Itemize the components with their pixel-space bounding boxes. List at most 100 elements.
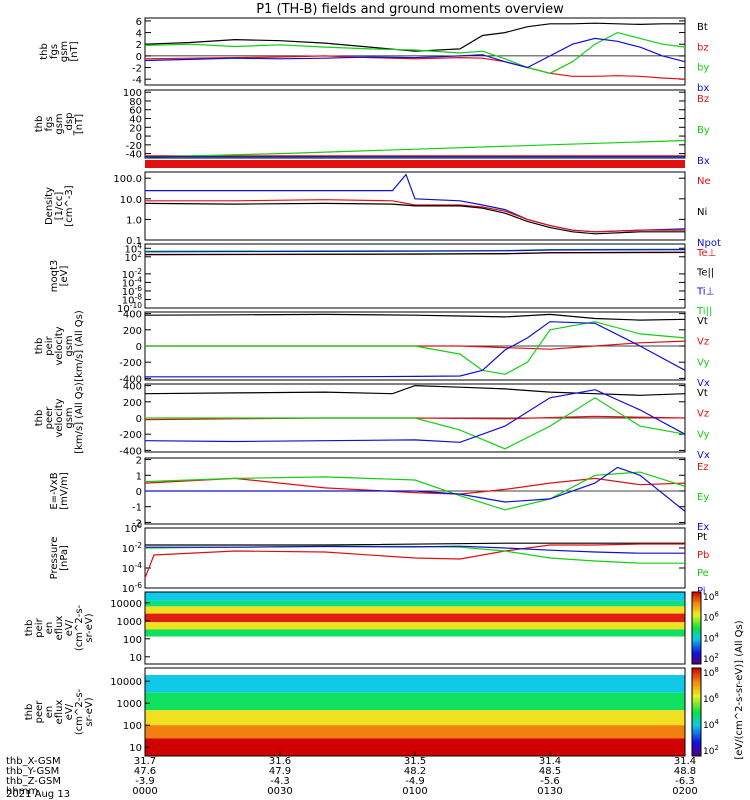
y-tick-label: 400 — [123, 382, 142, 393]
series-line-bt — [144, 22, 685, 52]
y-tick-label: 4 — [136, 29, 142, 40]
legend-entry: bx — [697, 83, 709, 94]
colorbar-tick-label: 106 — [703, 692, 719, 705]
series-line-ex — [145, 466, 686, 512]
y-tick-label: 10.0 — [120, 195, 142, 206]
x-axis-value: 47.6 — [134, 766, 156, 777]
y-tick-label: -400 — [119, 374, 142, 385]
legend-entry: Vz — [697, 409, 709, 420]
y-axis-label: thbpeirvelocitygsm[km/s] (All Qs) — [34, 310, 85, 382]
x-axis-value: -5.6 — [540, 776, 560, 787]
series-line-vx — [144, 389, 686, 443]
colorbar-tick-label: 104 — [703, 631, 719, 644]
colorbar — [691, 667, 702, 757]
legend-entry: Vt — [697, 316, 708, 327]
panel-5: thbpeirvelocitygsm[km/s] (All Qs) 400 200 0… — [34, 310, 710, 389]
y-axis-label: thbpeervelocitygsm[km/s] (All Qs) — [34, 382, 85, 454]
y-tick-label: -1 — [132, 503, 142, 514]
series-line-bx — [144, 37, 686, 69]
colorbar-tick-label: 106 — [703, 611, 719, 624]
legend-entry: Ti⊥ — [696, 287, 714, 298]
legend-entry: Vt — [697, 388, 708, 399]
legend-entry: bz — [697, 42, 709, 53]
legend-entry: Ti|| — [696, 306, 712, 317]
y-tick-label: 200 — [123, 326, 142, 337]
spectrogram-band — [145, 636, 685, 664]
y-tick-label: -2 — [132, 518, 142, 529]
y-tick-label: -200 — [119, 358, 142, 369]
y-tick-label: 20 — [129, 123, 142, 134]
series-line-pi — [145, 545, 685, 554]
legend-entry: Bt — [697, 22, 708, 33]
series-line-by — [144, 31, 686, 74]
y-tick-label: 100 — [124, 521, 142, 535]
series-line-vx — [145, 321, 686, 378]
legend-entry: Vx — [697, 378, 710, 389]
panel-9: thbpeirenefluxeV/(cm^2-s-sr-eV) 10000 1000… — [24, 590, 745, 760]
y-tick-label: 1000 — [117, 699, 142, 710]
panel-10: thbpeerenefluxeV/(cm^2-s-sr-eV) 10000 1000… — [24, 666, 719, 757]
y-tick-label: 80 — [129, 97, 142, 108]
series-line-ti — [144, 249, 686, 253]
colorbar-tick-label: 104 — [703, 718, 719, 731]
x-axis-row-label: thb_X-GSM — [6, 756, 61, 767]
x-axis-value: 47.9 — [269, 766, 291, 777]
y-axis-label: E=-VxB[mV/m] — [49, 472, 70, 510]
spectrogram-band — [145, 692, 685, 711]
colorbar-label: [eV/(cm^2-s-sr-eV)] (All Qs) — [734, 620, 745, 759]
legend-entry: Te⊥ — [696, 248, 716, 259]
spectrogram — [145, 668, 685, 756]
series-line-vt — [144, 313, 686, 321]
y-axis-label: moqt3[eV] — [49, 260, 70, 293]
spectrogram-band — [145, 606, 685, 614]
legend-entry: By — [697, 125, 710, 136]
y-tick-label: 0.1 — [126, 236, 142, 247]
y-tick-label: 2 — [136, 456, 142, 467]
y-tick-label: 100 — [123, 88, 142, 99]
legend-entry: Pe — [697, 568, 709, 579]
x-axis-value: 31.4 — [674, 756, 696, 767]
x-axis-value: 31.5 — [404, 756, 426, 767]
y-tick-label: 0 — [136, 132, 142, 143]
legend-entry: Ey — [697, 492, 709, 503]
x-axis-row-label: thb_Z-GSM — [6, 776, 61, 787]
spectrogram-band — [145, 600, 685, 607]
x-axis-value: 0100 — [402, 786, 427, 797]
y-tick-label: 1000 — [117, 617, 142, 628]
panel-4: moqt3[eV]10410210-210-410-610-810-10Te⊥T… — [49, 241, 716, 317]
colorbar-tick-label: 102 — [703, 652, 719, 665]
spectrogram-band — [145, 725, 685, 739]
y-tick-label: -4 — [132, 75, 142, 86]
legend-entry: Ni — [697, 207, 707, 218]
spectrogram — [145, 592, 685, 664]
y-tick-label: 10000 — [110, 599, 142, 610]
y-tick-label: 100.0 — [113, 174, 142, 185]
x-axis-value: 31.4 — [539, 756, 561, 767]
series-line-vt — [144, 384, 686, 396]
y-tick-label: 40 — [129, 115, 142, 126]
spectrogram-band — [145, 613, 685, 623]
y-tick-label: 400 — [123, 310, 142, 321]
y-tick-label: 0 — [136, 414, 142, 425]
date-label: 2021 Aug 13 — [6, 789, 70, 800]
panel-6: thbpeervelocitygsm[km/s] (All Qs) 400 200 0… — [34, 382, 710, 461]
panel-frame — [144, 89, 686, 159]
x-axis-value: 0030 — [267, 786, 292, 797]
spectrogram-band — [145, 592, 685, 601]
legend-entry: Vx — [697, 450, 710, 461]
series-line-vy — [145, 397, 686, 450]
y-tick-label: 10 — [129, 743, 142, 754]
x-axis-value: -4.9 — [405, 776, 425, 787]
y-tick-label: 10-4 — [122, 561, 142, 575]
y-tick-label: 10 — [129, 653, 142, 664]
colorbar-tick-label: 102 — [703, 744, 719, 757]
legend-entry: Pt — [697, 532, 707, 543]
y-tick-label: 102 — [124, 250, 142, 264]
legend-entry: Pb — [697, 550, 709, 561]
legend-entry: Vz — [697, 337, 709, 348]
series-line-pt — [145, 542, 685, 546]
y-axis-label: thbfgsgsm_dsp[nT] — [34, 113, 85, 137]
